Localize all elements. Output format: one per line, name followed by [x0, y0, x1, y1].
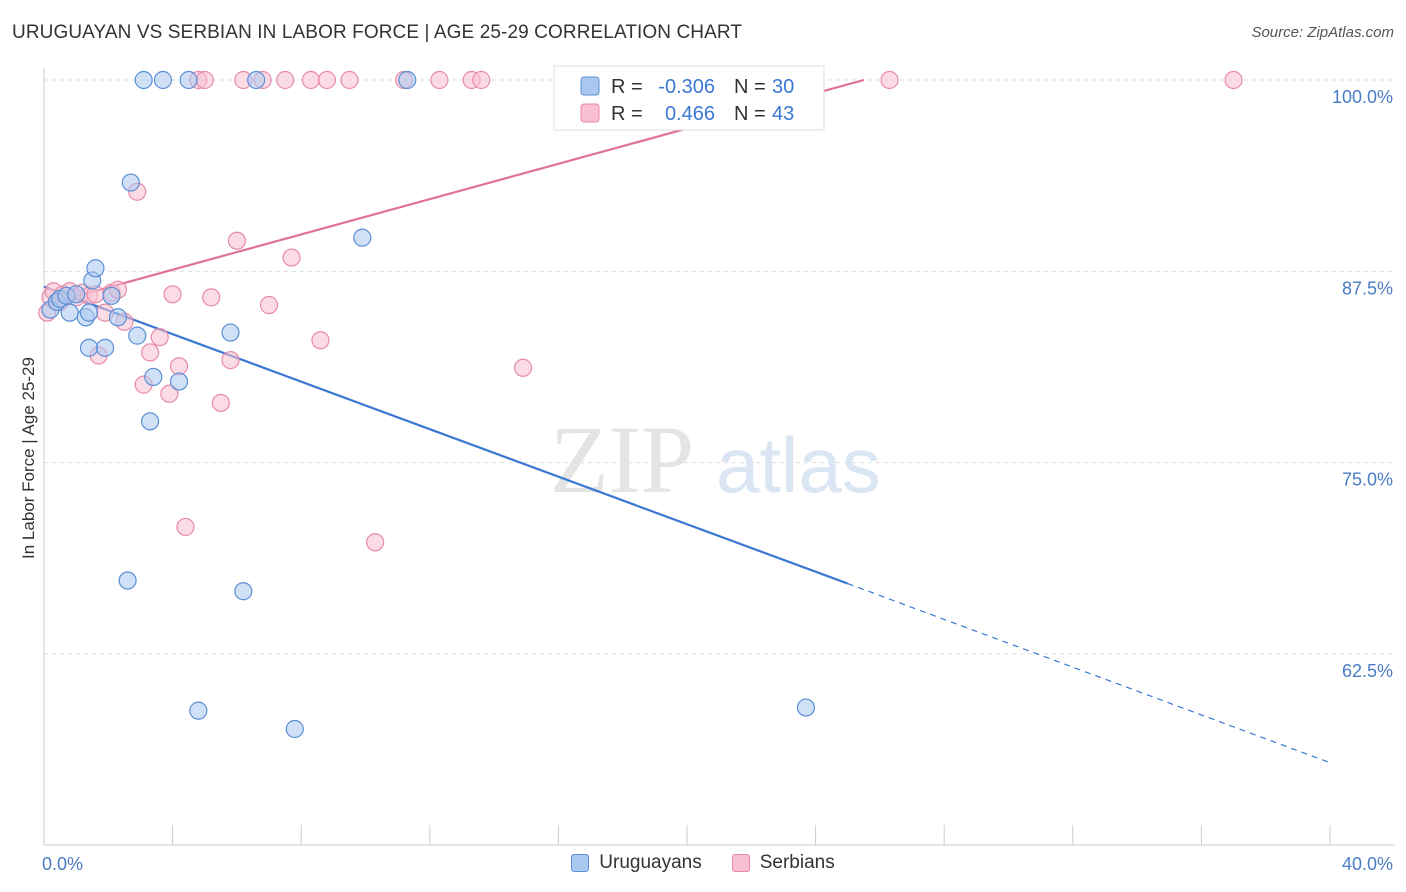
- serbian-point-32: [276, 70, 295, 90]
- correlation-legend: R = -0.306 N = 30 R = 0.466 N = 43: [553, 65, 825, 131]
- legend-n-value-serbians: 43: [772, 103, 794, 125]
- uruguayan-point-7: [79, 338, 99, 357]
- legend-n-value-uruguayans: 30: [772, 76, 794, 98]
- uruguayan-point-22: [179, 70, 198, 90]
- legend-label-uruguayans: Uruguayans: [599, 852, 702, 873]
- serbian-point-27: [221, 351, 240, 370]
- serbian-point-17: [140, 343, 160, 362]
- serbian-point-25: [202, 288, 221, 307]
- serbian-point-43: [513, 358, 533, 377]
- serbian-point-31: [259, 295, 279, 315]
- serbian-point-18: [150, 328, 169, 347]
- uruguayan-point-18: [140, 412, 160, 431]
- serbian-point-46: [1224, 70, 1243, 90]
- serbian-point-24: [195, 70, 214, 90]
- legend-swatch-serbians: [580, 103, 600, 123]
- serbian-point-45: [880, 70, 899, 90]
- legend-swatch-serbians-bottom: [731, 854, 750, 872]
- y-tick-label-0: 62.5%: [1342, 661, 1393, 681]
- watermark-zip: ZIP: [550, 406, 694, 513]
- source-label: Source: ZipAtlas.com: [1251, 24, 1394, 41]
- legend-item-serbians[interactable]: Serbians: [731, 852, 835, 874]
- uruguayan-point-29: [398, 70, 417, 90]
- uruguayan-trend-line: [43, 285, 849, 585]
- serbian-point-38: [366, 533, 385, 552]
- serbian-point-42: [472, 70, 491, 90]
- legend-n-label-uruguayans: N =: [734, 76, 766, 98]
- uruguayan-point-28: [353, 228, 372, 247]
- uruguayan-point-30: [796, 698, 816, 717]
- uruguayan-point-26: [247, 70, 266, 90]
- serbian-point-19: [160, 384, 179, 403]
- serbian-point-33: [282, 248, 301, 267]
- legend-r-label-serbians: R =: [611, 103, 643, 125]
- serbian-point-28: [227, 231, 246, 250]
- uruguayan-point-4: [60, 303, 79, 322]
- uruguayan-trend-extension: [847, 583, 1331, 764]
- serbian-point-37: [340, 70, 359, 90]
- y-tick-labels: 62.5% 75.0% 87.5% 100.0%: [1332, 87, 1393, 681]
- serbian-point-34: [301, 70, 320, 90]
- x-tick-label-1: 40.0%: [1342, 854, 1393, 874]
- uruguayan-point-21: [169, 372, 189, 391]
- uruguayan-point-10: [86, 259, 105, 278]
- legend-r-value-uruguayans: -0.306: [658, 76, 715, 98]
- watermark: ZIP atlas: [550, 406, 881, 513]
- serbian-point-26: [211, 393, 230, 413]
- serbian-point-36: [317, 70, 337, 90]
- data-points: [38, 70, 1243, 739]
- watermark-atlas: atlas: [716, 421, 881, 509]
- y-tick-label-3: 100.0%: [1332, 87, 1393, 107]
- uruguayan-point-8: [79, 303, 99, 322]
- serbian-point-40: [430, 70, 449, 90]
- y-tick-label-1: 75.0%: [1342, 470, 1393, 490]
- series-legend: Uruguayans Serbians: [0, 852, 1406, 874]
- serbian-point-20: [163, 285, 182, 304]
- uruguayan-point-13: [108, 308, 128, 327]
- uruguayan-point-24: [221, 323, 240, 342]
- legend-item-uruguayans[interactable]: Uruguayans: [571, 852, 702, 874]
- uruguayan-point-15: [121, 173, 140, 192]
- x-tick-labels: 0.0% 40.0%: [42, 854, 1393, 874]
- uruguayan-point-20: [153, 70, 173, 90]
- axes: [43, 68, 1395, 846]
- serbian-point-35: [311, 331, 330, 350]
- legend-swatch-uruguayans: [580, 76, 600, 96]
- uruguayan-point-25: [234, 582, 253, 601]
- uruguayan-point-23: [189, 701, 208, 720]
- uruguayan-point-5: [67, 285, 86, 304]
- legend-r-value-serbians: 0.466: [665, 103, 715, 125]
- chart-title: URUGUAYAN VS SERBIAN IN LABOR FORCE | AG…: [12, 22, 743, 43]
- y-tick-label-2: 87.5%: [1342, 278, 1393, 298]
- x-tick-label-0: 0.0%: [42, 854, 83, 874]
- uruguayan-point-12: [102, 286, 121, 305]
- uruguayan-point-14: [118, 571, 137, 590]
- uruguayan-point-17: [134, 70, 153, 90]
- serbian-point-21: [169, 357, 189, 376]
- legend-swatch-uruguayans-bottom: [571, 854, 590, 872]
- legend-r-label-uruguayans: R =: [611, 76, 643, 98]
- legend-label-serbians: Serbians: [759, 852, 835, 873]
- uruguayan-point-27: [285, 719, 304, 739]
- grid-lines: [44, 79, 1395, 655]
- uruguayan-point-11: [95, 338, 115, 357]
- serbian-point-22: [176, 517, 195, 537]
- uruguayan-point-16: [128, 326, 147, 345]
- legend-n-label-serbians: N =: [734, 103, 766, 125]
- y-axis-label: In Labor Force | Age 25-29: [19, 357, 38, 559]
- uruguayan-point-19: [144, 367, 163, 387]
